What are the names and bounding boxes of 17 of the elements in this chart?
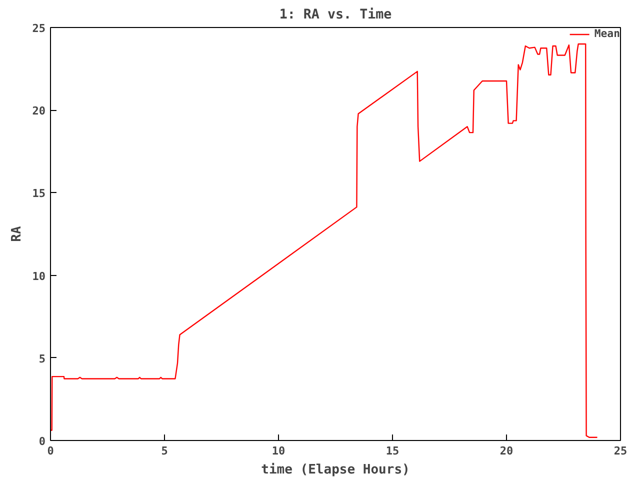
y-tick-label: 10 — [32, 270, 46, 283]
legend-label: Mean — [594, 27, 620, 40]
x-tick-label: 15 — [386, 444, 400, 458]
y-tick-label: 20 — [32, 104, 46, 118]
x-tick-label: 5 — [161, 444, 168, 458]
y-tick-label: 25 — [32, 22, 46, 35]
y-axis-title: RA — [9, 226, 24, 242]
y-tick-label: 15 — [32, 187, 46, 200]
y-tick-label: 5 — [38, 352, 46, 366]
x-tick-label: 0 — [47, 444, 54, 458]
y-tick-label: 0 — [38, 435, 46, 448]
x-tick-label: 10 — [272, 444, 286, 458]
x-tick-label: 20 — [500, 444, 514, 458]
line-series — [50, 43, 598, 438]
x-tick-label: 25 — [614, 444, 628, 458]
chart-title: 1: RA vs. Time — [279, 8, 392, 22]
x-axis-title: time (Elapse Hours) — [261, 462, 410, 478]
